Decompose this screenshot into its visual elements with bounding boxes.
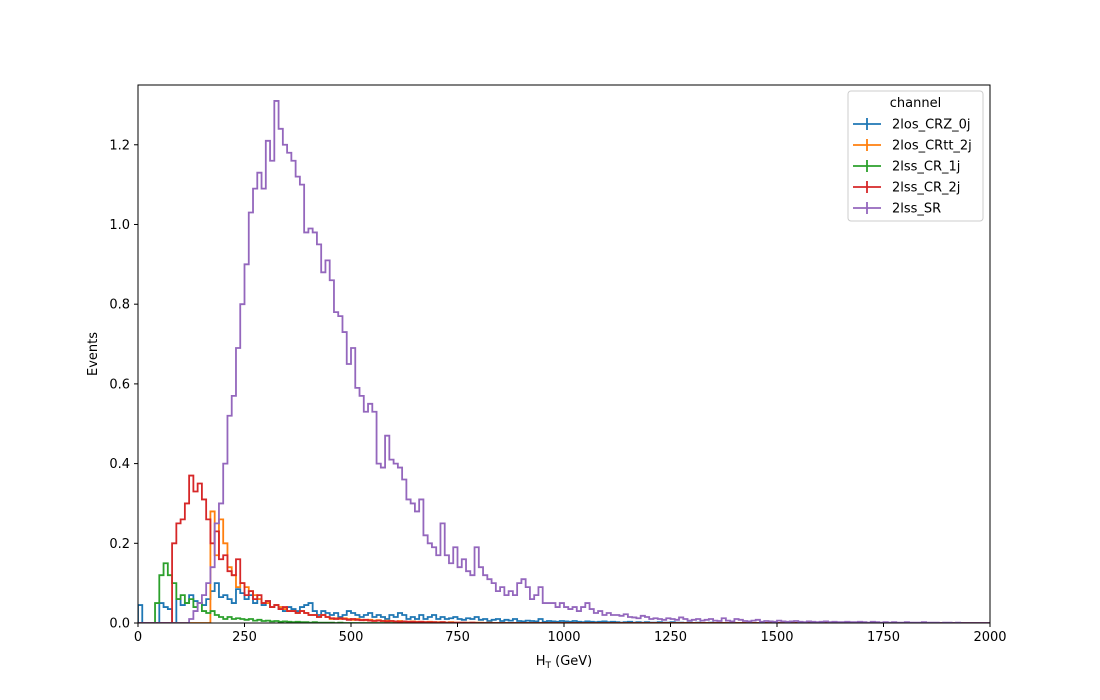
x-tick-label: 1750 (867, 630, 900, 645)
x-axis-label-main: H (536, 654, 546, 669)
x-tick-label: 250 (232, 630, 257, 645)
legend: channel 2los_CRZ_0j 2los_CRtt_2j 2lss_CR_1… (847, 90, 984, 222)
y-tick-label: 0.4 (109, 457, 130, 472)
legend-item-2lss_SR: 2lss_SR (853, 202, 941, 217)
legend-title: channel (890, 96, 941, 111)
legend-item-2los_CRZ_0j: 2los_CRZ_0j (853, 118, 971, 133)
legend-item-2lss_CR_2j: 2lss_CR_2j (853, 181, 960, 196)
x-axis: 0 250 500 750 1000 1250 1500 1750 2000 (134, 623, 1007, 645)
series-line-2lss_SR (138, 100, 990, 623)
x-tick-label: 0 (134, 630, 142, 645)
x-tick-label: 1500 (760, 630, 793, 645)
y-tick-label: 0.6 (109, 377, 130, 392)
legend-label: 2lss_SR (892, 202, 941, 217)
y-axis: 0.0 0.2 0.4 0.6 0.8 1.0 1.2 (109, 138, 138, 632)
y-tick-label: 1.0 (109, 218, 130, 233)
x-tick-label: 1250 (654, 630, 687, 645)
y-tick-label: 0.0 (109, 617, 130, 632)
x-axis-label: HT (GeV) (536, 654, 593, 671)
y-axis-label: Events (86, 332, 101, 376)
y-tick-label: 0.8 (109, 298, 130, 313)
y-tick-label: 1.2 (109, 138, 130, 153)
legend-item-2lss_CR_1j: 2lss_CR_1j (853, 160, 960, 175)
series-line-2lss_CR_1j (138, 562, 990, 623)
x-tick-label: 500 (339, 630, 364, 645)
legend-items: 2los_CRZ_0j 2los_CRtt_2j 2lss_CR_1j 2lss_CR… (853, 118, 972, 217)
x-tick-label: 750 (445, 630, 470, 645)
legend-box (847, 90, 984, 222)
x-axis-label-unit: (GeV) (551, 654, 592, 669)
legend-item-2los_CRtt_2j: 2los_CRtt_2j (853, 139, 972, 154)
legend-label: 2los_CRZ_0j (892, 118, 971, 133)
x-axis-label-subscript: T (545, 661, 552, 671)
legend-label: 2los_CRtt_2j (892, 139, 972, 154)
x-tick-label: 1000 (547, 630, 580, 645)
legend-label: 2lss_CR_1j (892, 160, 960, 175)
legend-label: 2lss_CR_2j (892, 181, 960, 196)
x-tick-label: 2000 (973, 630, 1006, 645)
y-tick-label: 0.2 (109, 537, 130, 552)
